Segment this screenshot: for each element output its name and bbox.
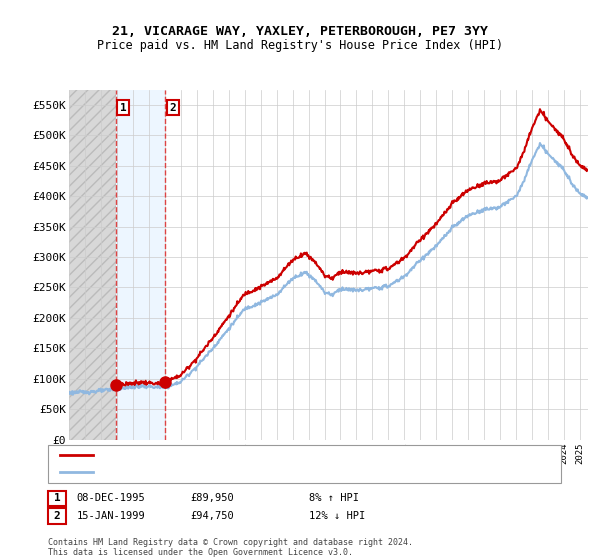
Bar — [116, 90, 166, 440]
Text: 15-JAN-1999: 15-JAN-1999 — [77, 511, 146, 521]
Text: 1: 1 — [53, 493, 61, 503]
Text: 2: 2 — [53, 511, 61, 521]
Text: Contains HM Land Registry data © Crown copyright and database right 2024.
This d: Contains HM Land Registry data © Crown c… — [48, 538, 413, 557]
Text: £94,750: £94,750 — [191, 511, 235, 521]
Text: 12% ↓ HPI: 12% ↓ HPI — [309, 511, 365, 521]
Text: 21, VICARAGE WAY, YAXLEY, PETERBOROUGH, PE7 3YY: 21, VICARAGE WAY, YAXLEY, PETERBOROUGH, … — [112, 25, 488, 38]
Text: 2: 2 — [169, 102, 176, 113]
Text: 08-DEC-1995: 08-DEC-1995 — [77, 493, 146, 503]
Text: 21, VICARAGE WAY, YAXLEY, PETERBOROUGH, PE7 3YY (detached house): 21, VICARAGE WAY, YAXLEY, PETERBOROUGH, … — [99, 450, 475, 460]
Bar — [69, 90, 116, 440]
Text: 1: 1 — [119, 102, 127, 113]
Text: Price paid vs. HM Land Registry's House Price Index (HPI): Price paid vs. HM Land Registry's House … — [97, 39, 503, 52]
Text: 8% ↑ HPI: 8% ↑ HPI — [309, 493, 359, 503]
Text: HPI: Average price, detached house, Huntingdonshire: HPI: Average price, detached house, Hunt… — [99, 467, 398, 477]
Text: £89,950: £89,950 — [191, 493, 235, 503]
